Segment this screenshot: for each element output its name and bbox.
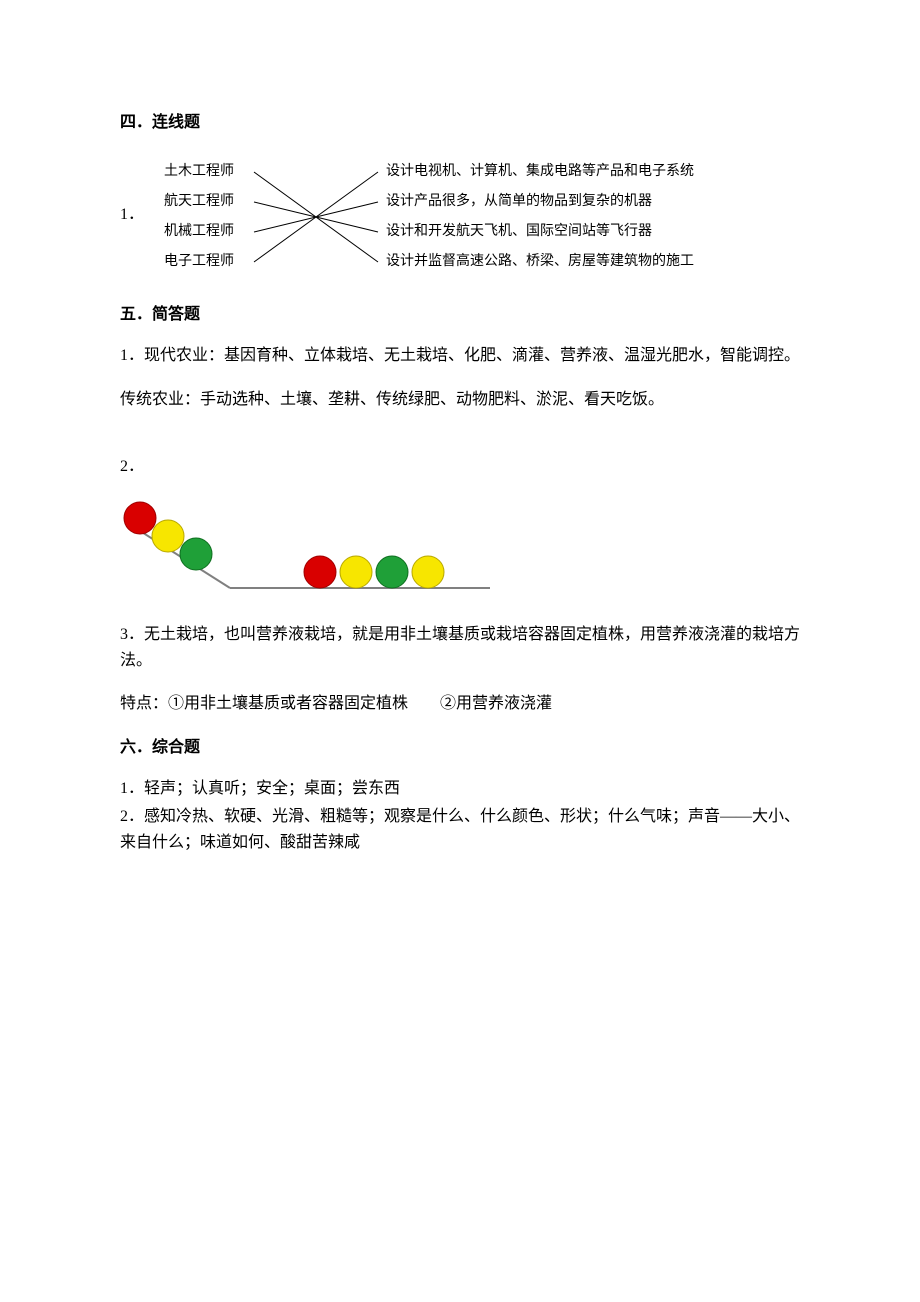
matching-diagram: 土木工程师航天工程师机械工程师电子工程师 设计电视机、计算机、集成电路等产品和电子… <box>146 152 786 278</box>
q6-a1: 1．轻声；认真听；安全；桌面；尝东西 <box>120 776 800 802</box>
match-right-label: 设计和开发航天飞机、国际空间站等飞行器 <box>386 222 652 239</box>
ball <box>180 538 212 570</box>
q2-label: 2． <box>120 454 800 480</box>
match-left-label: 航天工程师 <box>164 193 234 209</box>
q1-traditional: 传统农业：手动选种、土壤、垄耕、传统绿肥、动物肥料、淤泥、看天吃饭。 <box>120 387 800 413</box>
match-right-label: 设计并监督高速公路、桥梁、房屋等建筑物的施工 <box>386 252 694 269</box>
ball <box>124 502 156 534</box>
section4-heading: 四．连线题 <box>120 110 800 136</box>
match-right-label: 设计产品很多，从简单的物品到复杂的机器 <box>386 192 652 209</box>
matching-number: 1． <box>120 202 144 228</box>
ball <box>152 520 184 552</box>
match-left-label: 机械工程师 <box>164 223 234 239</box>
matching-question: 1． 土木工程师航天工程师机械工程师电子工程师 设计电视机、计算机、集成电路等产品… <box>120 152 800 278</box>
q1-modern: 1．现代农业：基因育种、立体栽培、无土栽培、化肥、滴灌、营养液、温湿光肥水，智能… <box>120 343 800 369</box>
ball <box>376 556 408 588</box>
section6-heading: 六．综合题 <box>120 735 800 761</box>
ball <box>340 556 372 588</box>
ball <box>304 556 336 588</box>
section5-heading: 五．简答题 <box>120 302 800 328</box>
q3-features: 特点：①用非土壤基质或者容器固定植株 ②用营养液浇灌 <box>120 691 800 717</box>
q3-text: 3．无土栽培，也叫营养液栽培，就是用非土壤基质或栽培容器固定植株，用营养液浇灌的… <box>120 622 800 673</box>
ball-diagram <box>120 498 490 608</box>
match-left-label: 电子工程师 <box>164 253 234 269</box>
spacer <box>120 430 800 454</box>
match-right-label: 设计电视机、计算机、集成电路等产品和电子系统 <box>386 162 694 179</box>
match-left-label: 土木工程师 <box>164 163 234 179</box>
q6-a2: 2．感知冷热、软硬、光滑、粗糙等；观察是什么、什么颜色、形状；什么气味；声音——… <box>120 804 800 855</box>
ball <box>412 556 444 588</box>
